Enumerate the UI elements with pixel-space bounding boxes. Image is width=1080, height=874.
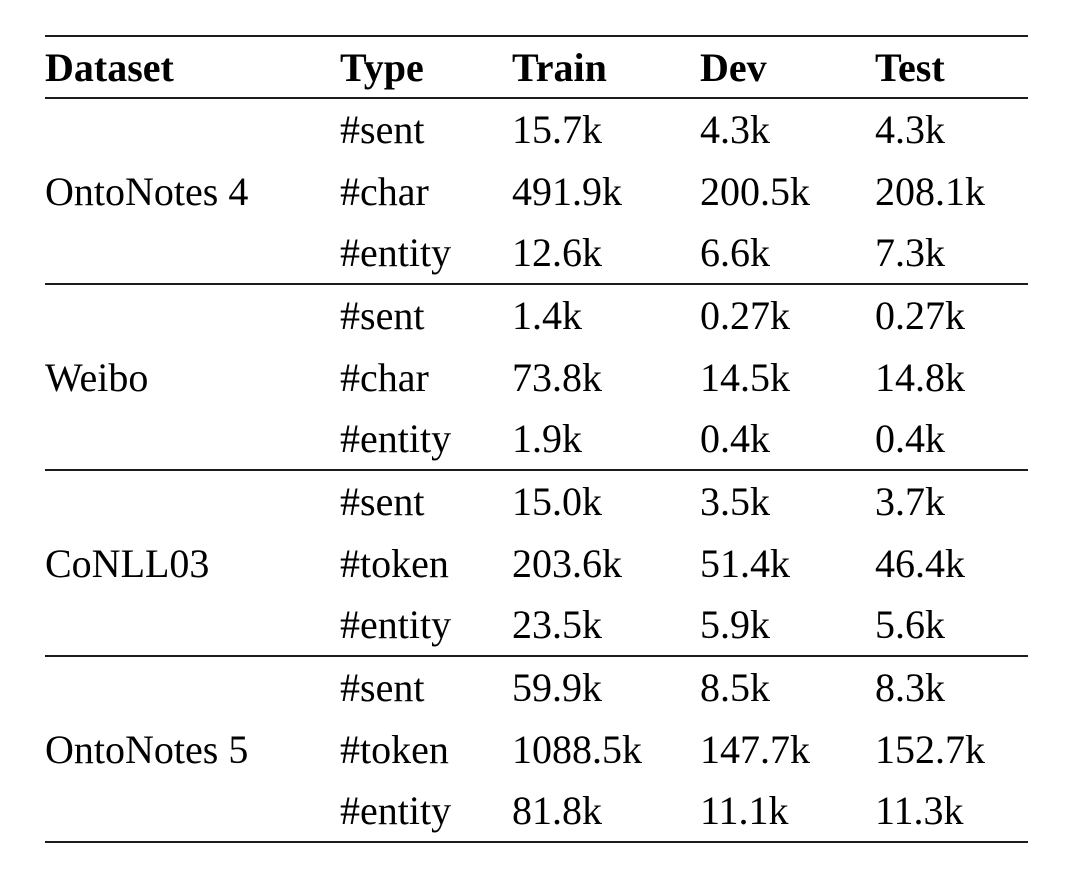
train-cell: 491.9k <box>512 168 622 214</box>
dev-cell: 200.5k <box>700 168 810 214</box>
type-cell: #sent <box>340 665 425 710</box>
table-row: CoNLL03 #sent 15.0k 3.5k 3.7k <box>45 470 1028 586</box>
test-cell: 152.7k <box>875 726 985 772</box>
table-header: Dataset Type Train Dev Test <box>45 36 1028 98</box>
test-cell: 208.1k <box>875 168 985 214</box>
test-cell: 0.4k <box>875 416 945 461</box>
test-cell: 5.6k <box>875 602 945 647</box>
dev-cell: 147.7k <box>700 726 810 772</box>
dev-cell: 14.5k <box>700 354 790 400</box>
train-cell: 59.9k <box>512 665 602 710</box>
header-cell-test: Test <box>875 44 945 90</box>
dev-cell: 6.6k <box>700 230 770 275</box>
dataset-name-cell: OntoNotes 4 <box>45 168 249 214</box>
test-cell: 3.7k <box>875 479 945 524</box>
dev-cell: 0.4k <box>700 416 770 461</box>
dataset-name-cell: Weibo <box>45 354 149 400</box>
dataset-name-cell: CoNLL03 <box>45 540 210 586</box>
table-row: #token 203.6k 51.4k 46.4k <box>45 532 1028 594</box>
test-cell: 4.3k <box>875 107 945 152</box>
section-weibo: Weibo #sent 1.4k 0.27k 0.27k #char 73.8k… <box>45 284 1028 470</box>
dev-cell: 5.9k <box>700 602 770 647</box>
type-cell: #entity <box>340 416 452 461</box>
table-row: #entity 81.8k 11.1k 11.3k <box>45 780 1028 842</box>
type-cell: #sent <box>340 107 425 152</box>
section-conll03: CoNLL03 #sent 15.0k 3.5k 3.7k #token 203… <box>45 470 1028 656</box>
type-cell: #token <box>340 726 449 772</box>
test-cell: 46.4k <box>875 540 965 586</box>
train-cell: 1088.5k <box>512 726 642 772</box>
table-row: #char 491.9k 200.5k 208.1k <box>45 160 1028 222</box>
dataset-name-cell: OntoNotes 5 <box>45 726 249 772</box>
table-row: #entity 23.5k 5.9k 5.6k <box>45 594 1028 656</box>
dev-cell: 11.1k <box>700 788 789 833</box>
type-cell: #entity <box>340 230 452 275</box>
type-cell: #entity <box>340 788 452 833</box>
train-cell: 203.6k <box>512 540 622 586</box>
dataset-statistics-table: Dataset Type Train Dev Test OntoNotes 4 … <box>45 35 1028 843</box>
dev-cell: 8.5k <box>700 665 770 710</box>
table-row: OntoNotes 5 #sent 59.9k 8.5k 8.3k <box>45 656 1028 772</box>
header-row: Dataset Type Train Dev Test <box>45 36 1028 98</box>
train-cell: 23.5k <box>512 602 602 647</box>
test-cell: 7.3k <box>875 230 945 275</box>
table-row: Weibo #sent 1.4k 0.27k 0.27k <box>45 284 1028 400</box>
dev-cell: 0.27k <box>700 293 790 338</box>
test-cell: 0.27k <box>875 293 965 338</box>
type-cell: #sent <box>340 293 425 338</box>
header-cell-type: Type <box>340 44 424 90</box>
section-ontonotes-4: OntoNotes 4 #sent 15.7k 4.3k 4.3k #char … <box>45 98 1028 284</box>
type-cell: #char <box>340 354 429 400</box>
train-cell: 81.8k <box>512 788 602 833</box>
test-cell: 11.3k <box>875 788 964 833</box>
header-cell-dev: Dev <box>700 44 767 90</box>
type-cell: #entity <box>340 602 452 647</box>
dev-cell: 51.4k <box>700 540 790 586</box>
test-cell: 14.8k <box>875 354 965 400</box>
header-cell-train: Train <box>512 44 607 90</box>
train-cell: 15.7k <box>512 107 602 152</box>
section-ontonotes-5: OntoNotes 5 #sent 59.9k 8.5k 8.3k #token… <box>45 656 1028 842</box>
test-cell: 8.3k <box>875 665 945 710</box>
type-cell: #token <box>340 540 449 586</box>
table-row: #char 73.8k 14.5k 14.8k <box>45 346 1028 408</box>
table-row: #entity 12.6k 6.6k 7.3k <box>45 222 1028 284</box>
train-cell: 1.9k <box>512 416 582 461</box>
dev-cell: 4.3k <box>700 107 770 152</box>
table-row: #token 1088.5k 147.7k 152.7k <box>45 718 1028 780</box>
train-cell: 15.0k <box>512 479 602 524</box>
train-cell: 1.4k <box>512 293 582 338</box>
train-cell: 73.8k <box>512 354 602 400</box>
train-cell: 12.6k <box>512 230 602 275</box>
type-cell: #sent <box>340 479 425 524</box>
type-cell: #char <box>340 168 429 214</box>
dev-cell: 3.5k <box>700 479 770 524</box>
header-cell-dataset: Dataset <box>45 44 174 90</box>
table-row: #entity 1.9k 0.4k 0.4k <box>45 408 1028 470</box>
table-row: OntoNotes 4 #sent 15.7k 4.3k 4.3k <box>45 98 1028 214</box>
